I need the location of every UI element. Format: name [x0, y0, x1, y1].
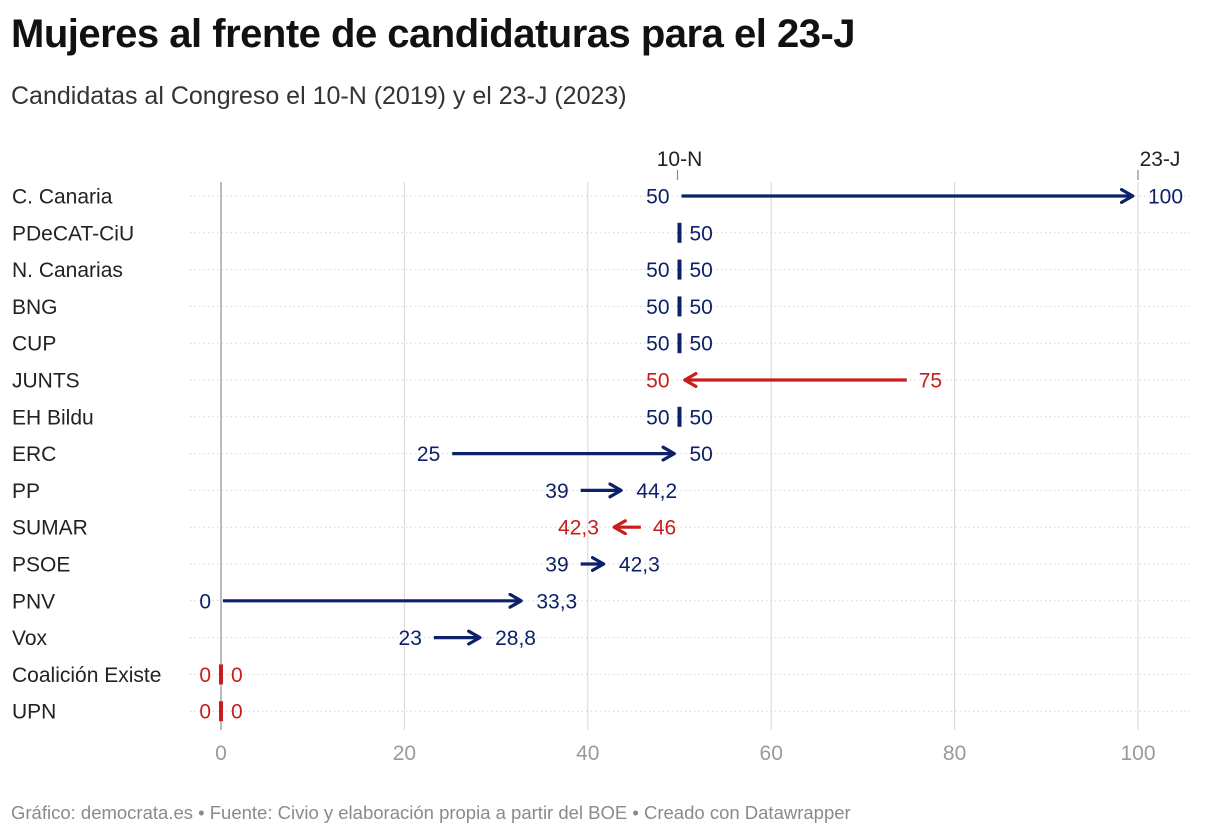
value-label-10n: 39: [545, 554, 568, 577]
legend-layer: 10-N 23-J: [657, 148, 1181, 180]
row-pp: PP 39 44,2: [12, 480, 677, 503]
category-label: UPN: [12, 701, 56, 724]
category-label: SUMAR: [12, 517, 88, 540]
value-label-10n: 0: [199, 664, 211, 687]
x-tick-label: 20: [393, 742, 416, 765]
rows-layer: C. Canaria 50 100 PDeCAT-CiU 50 N. Canarias 50…: [12, 186, 1183, 724]
chart-footer: Gráfico: democrata.es • Fuente: Civio y …: [11, 802, 851, 823]
row-junts: JUNTS 75 50: [12, 370, 942, 393]
row-cup: CUP 50 50: [12, 333, 713, 356]
value-label-10n: 75: [919, 370, 942, 393]
value-label-23j: 42,3: [619, 554, 660, 577]
chart-title: Mujeres al frente de candidaturas para e…: [11, 12, 856, 56]
row-pdecat-ciu: PDeCAT-CiU 50: [12, 222, 713, 245]
value-label-10n: 50: [646, 259, 669, 282]
x-tick-label: 80: [943, 742, 966, 765]
value-label-23j: 0: [231, 701, 243, 724]
value-label-10n: 50: [646, 333, 669, 356]
category-label: Coalición Existe: [12, 664, 161, 687]
value-label-10n: 25: [417, 443, 440, 466]
legend-start-label: 10-N: [657, 148, 703, 171]
row-psoe: PSOE 39 42,3: [12, 554, 660, 577]
category-label: PP: [12, 480, 40, 503]
row-upn: UPN 00: [12, 701, 243, 724]
value-label-23j: 50: [690, 296, 713, 319]
value-label-23j: 42,3: [558, 517, 599, 540]
x-axis: 0 20 40 60 80 100: [215, 742, 1155, 765]
value-label-10n: 23: [399, 627, 422, 650]
category-label: Vox: [12, 627, 48, 650]
category-label: JUNTS: [12, 370, 80, 393]
category-label: C. Canaria: [12, 186, 113, 209]
value-label-23j: 50: [690, 333, 713, 356]
value-label-10n: 39: [545, 480, 568, 503]
value-label-10n: 50: [646, 406, 669, 429]
row-n-canarias: N. Canarias 50 50: [12, 259, 713, 282]
value-label-23j: 33,3: [536, 590, 577, 613]
value-label-23j: 100: [1148, 186, 1183, 209]
legend-end-label: 23-J: [1140, 148, 1181, 171]
row-erc: ERC 25 50: [12, 443, 713, 466]
category-label: ERC: [12, 443, 56, 466]
row-eh-bildu: EH Bildu 50 50: [12, 406, 713, 429]
x-tick-label: 60: [760, 742, 783, 765]
value-label-23j: 0: [231, 664, 243, 687]
x-tick-label: 100: [1120, 742, 1155, 765]
row-vox: Vox 23 28,8: [12, 627, 536, 650]
value-label-10n: 0: [199, 590, 211, 613]
value-label-23j: 50: [690, 222, 713, 245]
category-label: BNG: [12, 296, 58, 319]
value-label-10n: 46: [653, 517, 676, 540]
value-label-23j: 50: [646, 370, 669, 393]
category-label: EH Bildu: [12, 406, 94, 429]
row-coalición-existe: Coalición Existe 00: [12, 664, 243, 687]
x-tick-label: 40: [576, 742, 599, 765]
value-label-23j: 50: [690, 443, 713, 466]
row-pnv: PNV 0 33,3: [12, 590, 577, 613]
category-label: PNV: [12, 590, 55, 613]
chart-subtitle: Candidatas al Congreso el 10-N (2019) y …: [11, 82, 627, 110]
value-label-10n: 50: [646, 186, 669, 209]
row-c-canaria: C. Canaria 50 100: [12, 186, 1183, 209]
category-label: CUP: [12, 333, 56, 356]
value-label-23j: 44,2: [636, 480, 677, 503]
row-bng: BNG 50 50: [12, 296, 713, 319]
value-label-23j: 50: [690, 259, 713, 282]
category-label: PSOE: [12, 554, 70, 577]
x-tick-label: 0: [215, 742, 227, 765]
category-label: N. Canarias: [12, 259, 123, 282]
value-label-23j: 28,8: [495, 627, 536, 650]
value-label-10n: 0: [199, 701, 211, 724]
value-label-23j: 50: [690, 406, 713, 429]
row-sumar: SUMAR 46 42,3: [12, 517, 676, 540]
category-label: PDeCAT-CiU: [12, 222, 134, 245]
value-label-10n: 50: [646, 296, 669, 319]
